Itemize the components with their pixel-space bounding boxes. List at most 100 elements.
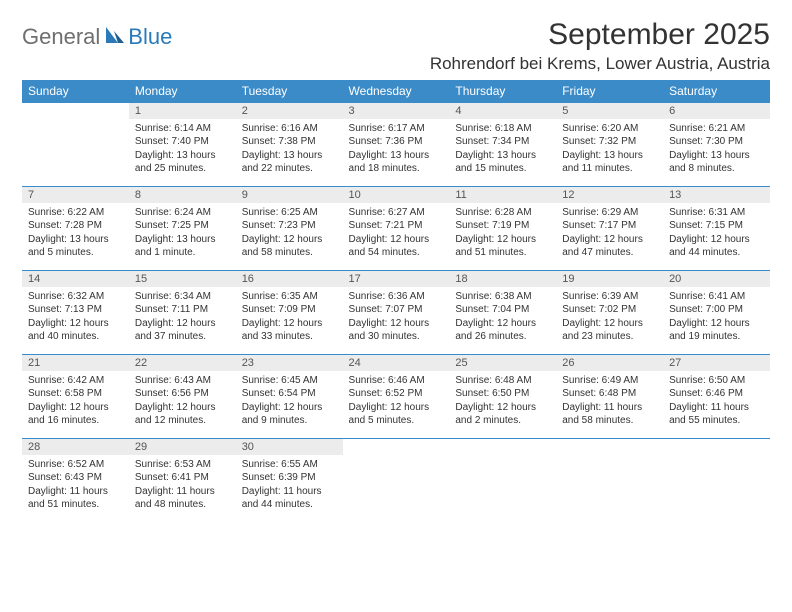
sunrise-text: Sunrise: 6:32 AM — [28, 290, 123, 304]
sunset-text: Sunset: 7:28 PM — [28, 219, 123, 233]
day-number-cell: 9 — [236, 187, 343, 203]
daylight-text: Daylight: 12 hours and 26 minutes. — [455, 317, 550, 344]
weekday-header-row: SundayMondayTuesdayWednesdayThursdayFrid… — [22, 80, 770, 103]
daylight-text: Daylight: 12 hours and 12 minutes. — [135, 401, 230, 428]
day-number-row: 14151617181920 — [22, 271, 770, 287]
day-number-cell — [556, 439, 663, 455]
day-content-cell: Sunrise: 6:28 AMSunset: 7:19 PMDaylight:… — [449, 203, 556, 271]
day-number-row: 21222324252627 — [22, 355, 770, 371]
day-content-cell: Sunrise: 6:41 AMSunset: 7:00 PMDaylight:… — [663, 287, 770, 355]
day-number-cell: 15 — [129, 271, 236, 287]
daylight-text: Daylight: 12 hours and 9 minutes. — [242, 401, 337, 428]
daylight-text: Daylight: 12 hours and 44 minutes. — [669, 233, 764, 260]
daylight-text: Daylight: 11 hours and 51 minutes. — [28, 485, 123, 512]
sunrise-text: Sunrise: 6:14 AM — [135, 122, 230, 136]
day-number-row: 282930 — [22, 439, 770, 455]
sunrise-text: Sunrise: 6:24 AM — [135, 206, 230, 220]
sunset-text: Sunset: 7:19 PM — [455, 219, 550, 233]
sunset-text: Sunset: 7:34 PM — [455, 135, 550, 149]
sunrise-text: Sunrise: 6:43 AM — [135, 374, 230, 388]
day-number: 25 — [455, 357, 467, 369]
sunset-text: Sunset: 7:09 PM — [242, 303, 337, 317]
day-content-cell: Sunrise: 6:17 AMSunset: 7:36 PMDaylight:… — [343, 119, 450, 187]
day-number: 11 — [455, 189, 466, 201]
daylight-text: Daylight: 11 hours and 55 minutes. — [669, 401, 764, 428]
day-number: 9 — [242, 189, 248, 201]
sunrise-text: Sunrise: 6:53 AM — [135, 458, 230, 472]
day-content-cell: Sunrise: 6:31 AMSunset: 7:15 PMDaylight:… — [663, 203, 770, 271]
sunrise-text: Sunrise: 6:21 AM — [669, 122, 764, 136]
day-number-cell: 2 — [236, 103, 343, 119]
day-number-cell: 20 — [663, 271, 770, 287]
day-number: 2 — [242, 105, 248, 117]
sunrise-text: Sunrise: 6:22 AM — [28, 206, 123, 220]
day-number: 17 — [349, 273, 361, 285]
day-number-cell: 21 — [22, 355, 129, 371]
day-content-cell: Sunrise: 6:48 AMSunset: 6:50 PMDaylight:… — [449, 371, 556, 439]
day-content-cell: Sunrise: 6:34 AMSunset: 7:11 PMDaylight:… — [129, 287, 236, 355]
day-content-cell — [556, 455, 663, 523]
daylight-text: Daylight: 13 hours and 8 minutes. — [669, 149, 764, 176]
sunrise-text: Sunrise: 6:29 AM — [562, 206, 657, 220]
day-number-cell: 14 — [22, 271, 129, 287]
sunrise-text: Sunrise: 6:55 AM — [242, 458, 337, 472]
sunset-text: Sunset: 6:56 PM — [135, 387, 230, 401]
sunset-text: Sunset: 7:25 PM — [135, 219, 230, 233]
day-content-cell — [663, 455, 770, 523]
sunrise-text: Sunrise: 6:31 AM — [669, 206, 764, 220]
day-content-cell: Sunrise: 6:14 AMSunset: 7:40 PMDaylight:… — [129, 119, 236, 187]
day-number-cell: 30 — [236, 439, 343, 455]
day-content-cell: Sunrise: 6:50 AMSunset: 6:46 PMDaylight:… — [663, 371, 770, 439]
day-number: 19 — [562, 273, 574, 285]
sunset-text: Sunset: 7:02 PM — [562, 303, 657, 317]
sunrise-text: Sunrise: 6:27 AM — [349, 206, 444, 220]
daylight-text: Daylight: 11 hours and 58 minutes. — [562, 401, 657, 428]
day-content-cell: Sunrise: 6:42 AMSunset: 6:58 PMDaylight:… — [22, 371, 129, 439]
sunset-text: Sunset: 6:54 PM — [242, 387, 337, 401]
sunrise-text: Sunrise: 6:25 AM — [242, 206, 337, 220]
day-content-cell: Sunrise: 6:36 AMSunset: 7:07 PMDaylight:… — [343, 287, 450, 355]
sunset-text: Sunset: 7:40 PM — [135, 135, 230, 149]
sunset-text: Sunset: 6:39 PM — [242, 471, 337, 485]
day-number: 8 — [135, 189, 141, 201]
daylight-text: Daylight: 12 hours and 19 minutes. — [669, 317, 764, 344]
day-content-cell — [449, 455, 556, 523]
day-number: 26 — [562, 357, 574, 369]
sunset-text: Sunset: 7:32 PM — [562, 135, 657, 149]
daylight-text: Daylight: 12 hours and 2 minutes. — [455, 401, 550, 428]
day-number: 10 — [349, 189, 361, 201]
day-number-cell — [663, 439, 770, 455]
sunrise-text: Sunrise: 6:46 AM — [349, 374, 444, 388]
sunrise-text: Sunrise: 6:18 AM — [455, 122, 550, 136]
day-content-cell: Sunrise: 6:53 AMSunset: 6:41 PMDaylight:… — [129, 455, 236, 523]
calendar-table: SundayMondayTuesdayWednesdayThursdayFrid… — [22, 80, 770, 523]
weekday-header: Monday — [129, 80, 236, 103]
logo-text-blue: Blue — [128, 24, 172, 50]
sunset-text: Sunset: 6:41 PM — [135, 471, 230, 485]
header: General Blue September 2025 Rohrendorf b… — [22, 18, 770, 74]
day-content-cell: Sunrise: 6:18 AMSunset: 7:34 PMDaylight:… — [449, 119, 556, 187]
sunset-text: Sunset: 6:58 PM — [28, 387, 123, 401]
sunrise-text: Sunrise: 6:41 AM — [669, 290, 764, 304]
sunset-text: Sunset: 7:36 PM — [349, 135, 444, 149]
logo-sail-icon — [104, 25, 126, 50]
day-number: 12 — [562, 189, 574, 201]
daylight-text: Daylight: 13 hours and 15 minutes. — [455, 149, 550, 176]
sunrise-text: Sunrise: 6:35 AM — [242, 290, 337, 304]
day-number: 5 — [562, 105, 568, 117]
day-number: 18 — [455, 273, 467, 285]
day-number-cell — [343, 439, 450, 455]
day-number-cell: 7 — [22, 187, 129, 203]
day-number: 20 — [669, 273, 681, 285]
sunset-text: Sunset: 7:11 PM — [135, 303, 230, 317]
day-number-cell: 5 — [556, 103, 663, 119]
daylight-text: Daylight: 12 hours and 40 minutes. — [28, 317, 123, 344]
day-number-cell: 13 — [663, 187, 770, 203]
weekday-header: Tuesday — [236, 80, 343, 103]
day-number: 13 — [669, 189, 681, 201]
day-number: 3 — [349, 105, 355, 117]
day-number-cell: 12 — [556, 187, 663, 203]
sunset-text: Sunset: 7:21 PM — [349, 219, 444, 233]
sunrise-text: Sunrise: 6:45 AM — [242, 374, 337, 388]
daylight-text: Daylight: 13 hours and 11 minutes. — [562, 149, 657, 176]
